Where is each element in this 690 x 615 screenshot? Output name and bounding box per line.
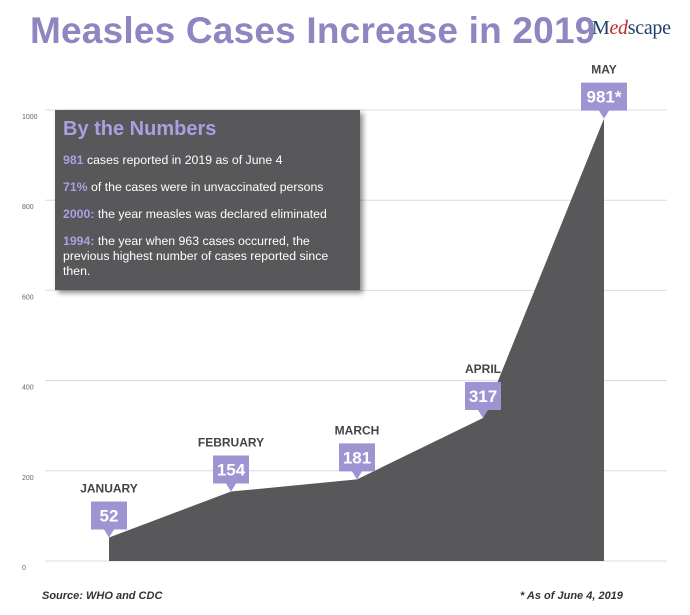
value-label: 154 (217, 461, 246, 480)
y-tick-label: 0 (22, 565, 26, 572)
y-tick-label: 200 (22, 475, 34, 482)
category-label: MAY (591, 63, 617, 77)
medscape-logo: Medscape (592, 17, 671, 40)
value-label: 181 (343, 448, 371, 467)
value-badge (339, 443, 375, 480)
box-heading: By the Numbers (63, 118, 217, 140)
value-badge (91, 501, 127, 538)
fact-text: of the cases were in unvaccinated person… (87, 180, 324, 194)
month-labels: JANUARY FEBRUARY MARCH APRIL MAY (80, 63, 617, 496)
logo-part-1: M (592, 17, 610, 39)
value-label: 317 (469, 387, 497, 406)
y-tick-label: 800 (22, 204, 34, 211)
logo-accent: ed (609, 17, 628, 39)
fact-item: 981 cases reported in 2019 as of June 4 (63, 153, 352, 168)
fact-item: 71% of the cases were in unvaccinated pe… (63, 180, 352, 195)
area-fill (109, 118, 604, 561)
fact-highlight: 2000: (63, 207, 95, 221)
value-badges: 52 154 181 317 981* (91, 82, 627, 538)
source-note: Source: WHO and CDC (42, 590, 163, 602)
category-label: JANUARY (80, 482, 138, 496)
category-label: APRIL (465, 362, 501, 376)
value-label: 52 (100, 507, 119, 526)
fact-highlight: 981 (63, 153, 84, 167)
fact-item: 1994: the year when 963 cases occurred, … (63, 234, 352, 279)
y-tick-label: 600 (22, 294, 34, 301)
fact-text: the year when 963 cases occurred, the pr… (63, 234, 329, 278)
area-series (109, 118, 604, 561)
value-badge (581, 82, 627, 119)
fact-item: 2000: the year measles was declared elim… (63, 207, 352, 222)
logo-part-2: scape (627, 17, 671, 39)
fact-text: the year measles was declared eliminated (94, 207, 327, 221)
page-title: Measles Cases Increase in 2019 (30, 10, 596, 51)
y-axis-ticks: 0 200 400 600 800 1000 (22, 114, 38, 572)
by-the-numbers-box: By the Numbers 981 cases reported in 201… (55, 110, 360, 290)
y-tick-label: 400 (22, 385, 34, 392)
category-label: FEBRUARY (198, 436, 264, 450)
fact-text: cases reported in 2019 as of June 4 (83, 153, 283, 167)
fact-highlight: 71% (63, 180, 88, 194)
category-label: MARCH (335, 423, 380, 437)
value-badge (213, 455, 249, 492)
footnote: * As of June 4, 2019 (520, 590, 623, 602)
y-tick-label: 1000 (22, 114, 38, 121)
value-label: 981* (587, 88, 622, 107)
value-badge (465, 382, 501, 419)
fact-highlight: 1994: (63, 234, 95, 248)
